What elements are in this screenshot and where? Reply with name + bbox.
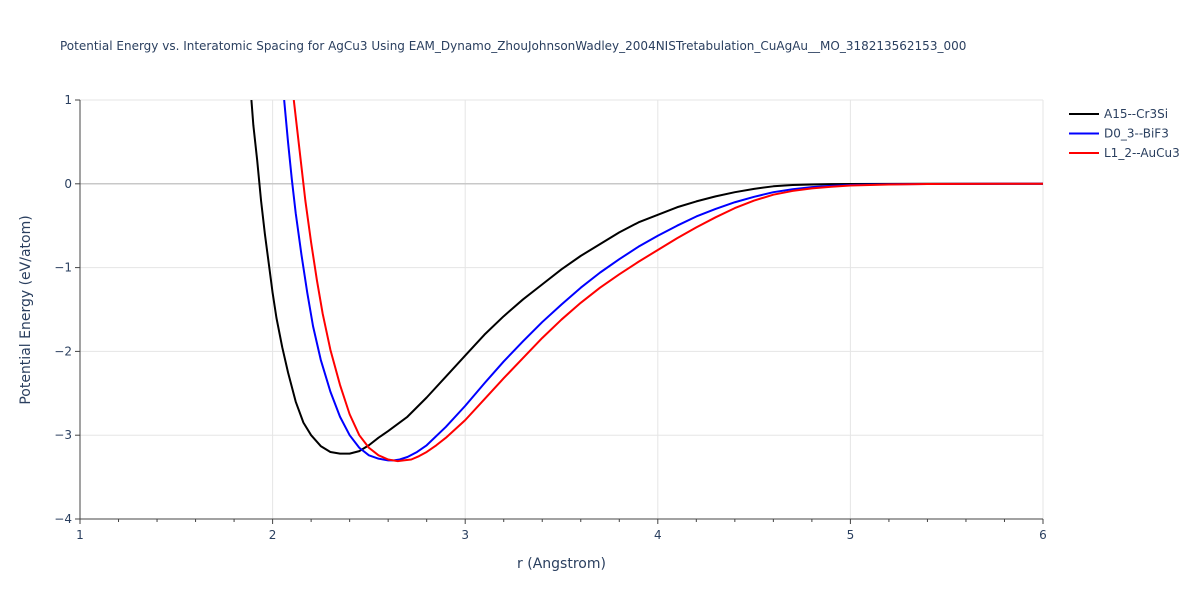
axes-layer: 1 2 3 4 5 6 1 0 −1 −2 −3 −4 — [54, 93, 1047, 542]
legend[interactable]: A15--Cr3Si D0_3--BiF3 L1_2--AuCu3 — [1069, 107, 1180, 160]
x-tick-label: 5 — [847, 528, 855, 542]
legend-item[interactable]: A15--Cr3Si — [1069, 107, 1168, 121]
x-tick-label: 3 — [461, 528, 469, 542]
legend-label: L1_2--AuCu3 — [1104, 146, 1180, 160]
y-axis-title: Potential Energy (eV/atom) — [18, 215, 34, 404]
series-line-2[interactable] — [283, 100, 1043, 462]
y-tick-label: −3 — [54, 428, 72, 442]
x-tick-label: 6 — [1039, 528, 1047, 542]
chart-title: Potential Energy vs. Interatomic Spacing… — [60, 39, 966, 53]
x-tick-label: 2 — [269, 528, 277, 542]
legend-label: D0_3--BiF3 — [1104, 127, 1169, 141]
y-tick-label: 0 — [64, 177, 72, 191]
series-line-3[interactable] — [292, 100, 1043, 463]
legend-label: A15--Cr3Si — [1104, 107, 1168, 121]
y-tick-label: 1 — [64, 93, 72, 107]
x-tick-label: 4 — [654, 528, 662, 542]
series-layer — [250, 100, 1043, 463]
x-tick-label: 1 — [76, 528, 84, 542]
x-axis-title: r (Angstrom) — [517, 556, 606, 572]
y-tick-label: −1 — [54, 261, 72, 275]
legend-item[interactable]: L1_2--AuCu3 — [1069, 146, 1180, 160]
y-tick-label: −4 — [54, 512, 72, 526]
legend-item[interactable]: D0_3--BiF3 — [1069, 127, 1169, 141]
grid-layer — [80, 99, 1044, 519]
y-tick-label: −2 — [54, 344, 72, 358]
series-line-1[interactable] — [250, 100, 1043, 455]
